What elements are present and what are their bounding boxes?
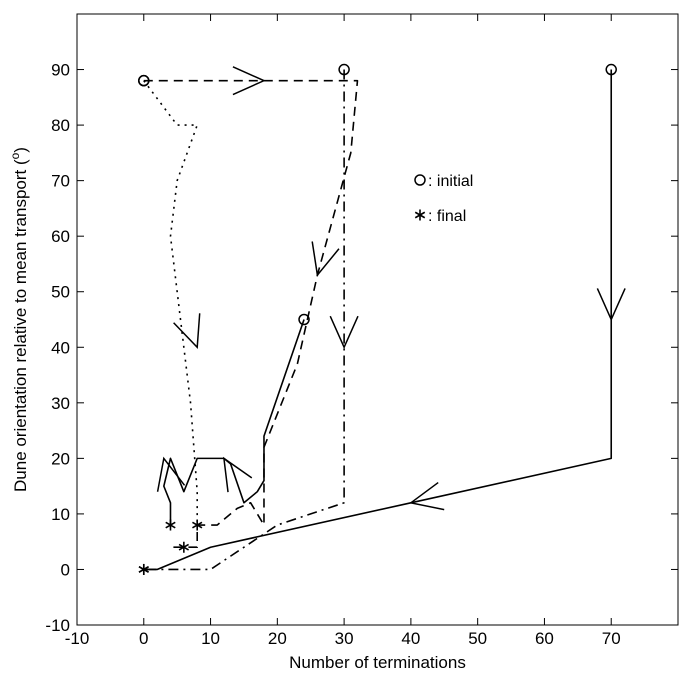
plot-frame [76, 13, 679, 626]
y-tick-label: 40 [51, 338, 70, 357]
legend-final-label: : final [428, 208, 466, 225]
series-line-dotted-3 [143, 80, 198, 526]
x-tick-label: 30 [335, 629, 354, 648]
x-tick-label: 40 [401, 629, 420, 648]
axis-ticks: -10 0 10 20 30 40 50 60 70 -10 0 10 20 30 40 50 60 70 80 90 [45, 14, 678, 648]
x-tick-label: 20 [268, 629, 287, 648]
initial-marker [338, 63, 350, 76]
direction-arrow [311, 241, 340, 277]
direction-arrow [596, 288, 626, 322]
initial-marker [605, 63, 617, 76]
series-layer [143, 66, 626, 571]
series-line-dashed-2 [143, 79, 359, 549]
y-tick-label: 0 [61, 560, 70, 579]
y-tick-label: 80 [51, 116, 70, 135]
initial-marker [298, 313, 310, 326]
direction-arrow [222, 456, 253, 493]
direction-arrow [329, 315, 359, 350]
y-tick-label: 90 [51, 61, 70, 80]
final-marker [178, 541, 190, 553]
final-marker [138, 563, 149, 575]
y-tick-label: 50 [51, 283, 70, 302]
x-tick-label: 0 [139, 629, 148, 648]
y-axis-title: Dune orientation relative to mean transp… [8, 147, 30, 492]
legend-initial-label: : initial [428, 173, 473, 190]
x-axis-title: Number of terminations [289, 653, 466, 672]
direction-arrow [409, 481, 445, 511]
series-line-solid-1 [163, 319, 305, 526]
y-tick-label: 30 [51, 394, 70, 413]
y-tick-label: 10 [51, 505, 70, 524]
legend-final-marker [414, 209, 426, 221]
x-tick-label: -10 [65, 629, 90, 648]
direction-arrow [232, 66, 266, 96]
series-line-dashdot-4 [143, 69, 345, 571]
final-marker [192, 519, 203, 531]
initial-marker [138, 74, 150, 87]
legend-initial-marker [414, 174, 426, 186]
y-tick-label: -10 [45, 616, 70, 635]
x-tick-label: 70 [602, 629, 621, 648]
x-tick-label: 10 [201, 629, 220, 648]
final-marker [165, 519, 176, 531]
y-tick-label: 70 [51, 172, 70, 191]
legend: : initial : final [414, 173, 473, 225]
direction-arrow [173, 313, 201, 350]
series-line-solid-0 [143, 69, 613, 571]
direction-arrow [156, 456, 186, 492]
marker-layer [138, 63, 617, 575]
x-tick-label: 50 [468, 629, 487, 648]
y-tick-label: 20 [51, 449, 70, 468]
y-tick-label: 60 [51, 227, 70, 246]
x-tick-label: 60 [535, 629, 554, 648]
